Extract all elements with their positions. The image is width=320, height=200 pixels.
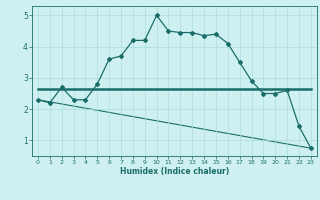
- X-axis label: Humidex (Indice chaleur): Humidex (Indice chaleur): [120, 167, 229, 176]
